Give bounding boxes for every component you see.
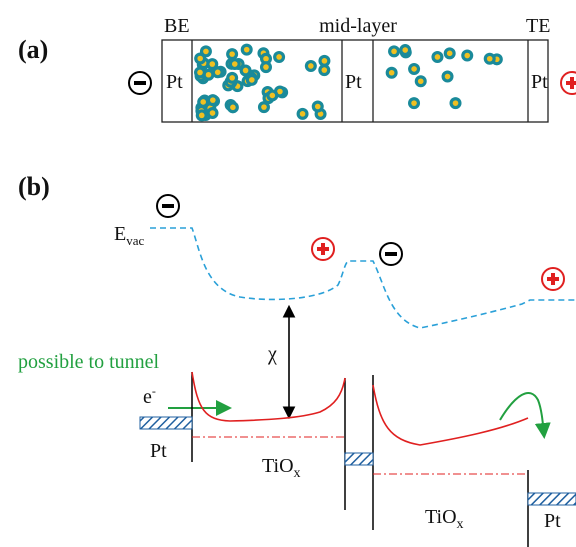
dot (263, 56, 269, 62)
dot (249, 77, 255, 83)
dot (200, 99, 206, 105)
conduction-band (373, 385, 528, 445)
vacuum-level (150, 228, 576, 328)
conduction-band (192, 372, 345, 421)
plus-icon (312, 238, 334, 260)
dot (300, 111, 306, 117)
dot (261, 104, 267, 110)
metal-fermi (140, 417, 576, 505)
dot (197, 70, 203, 76)
evac-label: Evac (114, 223, 144, 248)
dot (411, 100, 417, 106)
dot (215, 70, 221, 76)
tunnel-arrow (500, 393, 544, 435)
dot (447, 51, 453, 57)
dot (389, 70, 395, 76)
dot (209, 61, 215, 67)
mid-layer-label: mid-layer (319, 15, 397, 37)
minus-icon (380, 243, 402, 265)
plus-icon (542, 268, 564, 290)
tiox-label: TiOx (262, 455, 301, 481)
dot (206, 72, 212, 78)
dot (210, 110, 216, 116)
dot (197, 56, 203, 62)
electron-label: e- (143, 384, 156, 408)
dot (445, 74, 451, 80)
pt-label: Pt (166, 71, 183, 93)
dot (199, 113, 205, 119)
dot (263, 64, 269, 70)
dot (315, 104, 321, 110)
panel-label: (b) (18, 172, 50, 201)
dot (464, 53, 470, 59)
dot (210, 97, 216, 103)
pt-label: Pt (531, 71, 548, 93)
dot (391, 49, 397, 55)
tiox-label: TiOx (425, 506, 464, 532)
dot (276, 54, 282, 60)
pt-label: Pt (150, 440, 167, 462)
dot (308, 63, 314, 69)
dot (322, 58, 328, 64)
plus-icon (561, 72, 576, 94)
dot (203, 49, 209, 55)
dot (244, 47, 250, 53)
dot (270, 93, 276, 99)
dot (232, 61, 238, 67)
dot (453, 100, 459, 106)
te-label: TE (526, 15, 550, 37)
diagram: (a) BE mid-layer TE Pt Pt Pt (b) Evac χ … (0, 0, 576, 547)
dot (411, 66, 417, 72)
dot (243, 68, 249, 74)
pt-label: Pt (345, 71, 362, 93)
dot (487, 56, 493, 62)
dot (229, 75, 235, 81)
minus-icon (157, 195, 179, 217)
minus-icon (129, 72, 151, 94)
pt-label: Pt (544, 510, 561, 532)
dot (229, 51, 235, 57)
dot (402, 47, 408, 53)
panel-label: (a) (18, 35, 48, 64)
be-label: BE (164, 15, 190, 37)
dot (322, 67, 328, 73)
tunnel-label: possible to tunnel (18, 351, 160, 373)
chi-label: χ (267, 343, 277, 365)
dot (230, 105, 236, 111)
dot (418, 78, 424, 84)
dot (435, 54, 441, 60)
